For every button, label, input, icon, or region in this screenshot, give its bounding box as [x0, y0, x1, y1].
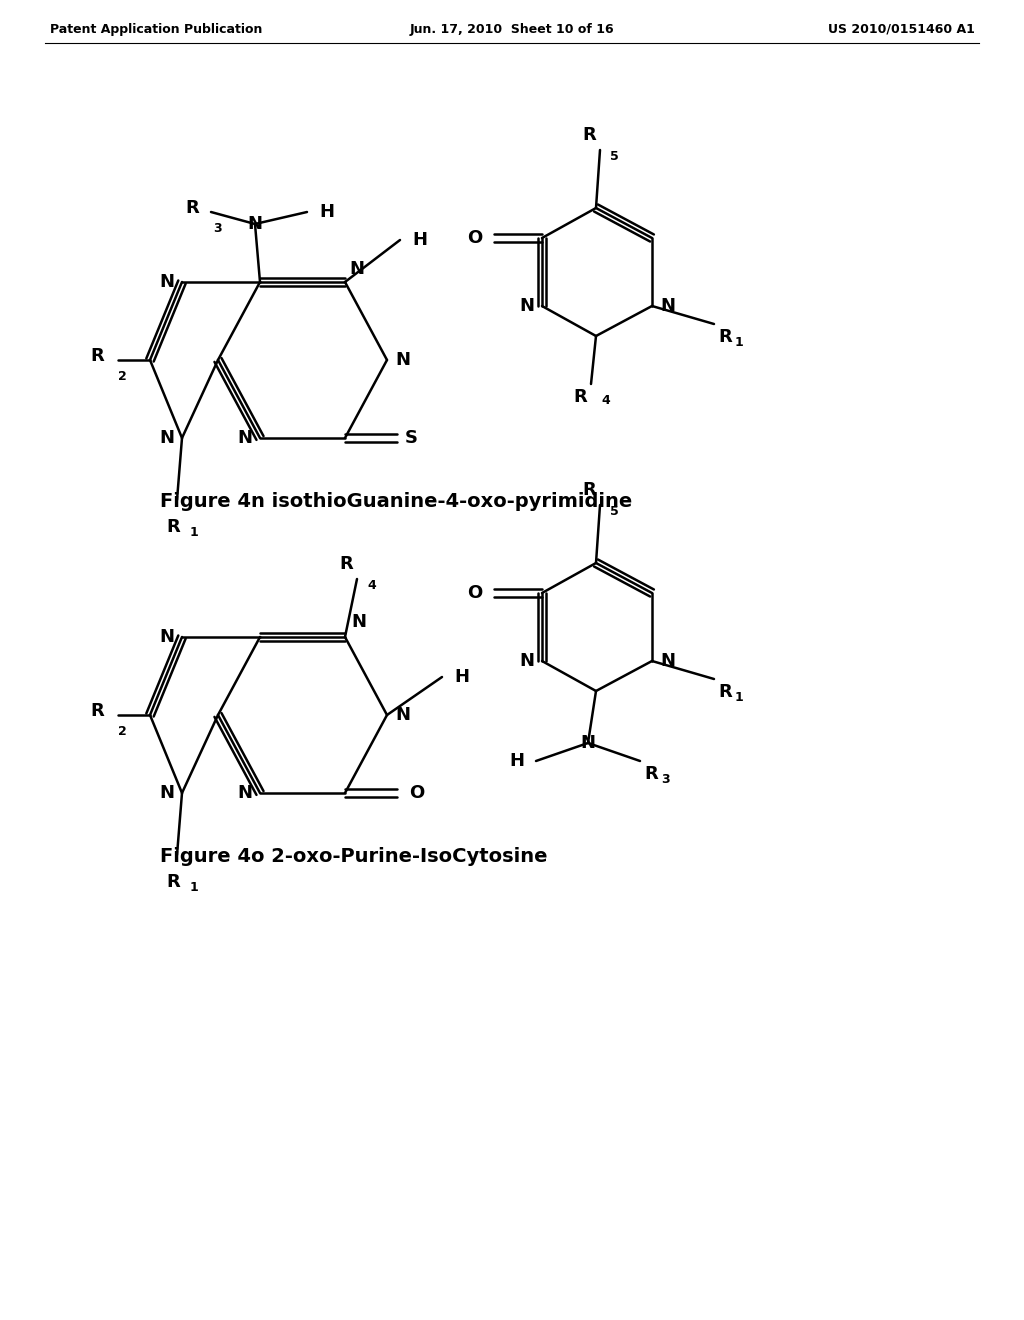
Text: N: N — [237, 429, 252, 447]
Text: N: N — [248, 215, 262, 234]
Text: N: N — [237, 784, 252, 803]
Text: R: R — [90, 347, 104, 366]
Text: R: R — [718, 682, 732, 701]
Text: O: O — [467, 583, 482, 602]
Text: N: N — [519, 297, 534, 315]
Text: 5: 5 — [610, 150, 618, 162]
Text: Patent Application Publication: Patent Application Publication — [50, 22, 262, 36]
Text: R: R — [573, 388, 587, 407]
Text: N: N — [660, 297, 675, 315]
Text: O: O — [467, 228, 482, 247]
Text: O: O — [409, 784, 424, 803]
Text: N: N — [395, 351, 410, 370]
Text: 4: 4 — [367, 579, 376, 591]
Text: N: N — [351, 612, 366, 631]
Text: 1: 1 — [190, 525, 199, 539]
Text: R: R — [583, 480, 596, 499]
Text: R: R — [583, 125, 596, 144]
Text: 4: 4 — [601, 393, 609, 407]
Text: S: S — [406, 429, 418, 447]
Text: N: N — [519, 652, 534, 671]
Text: 1: 1 — [735, 690, 743, 704]
Text: R: R — [339, 554, 353, 573]
Text: Figure 4o 2-oxo-Purine-IsoCytosine: Figure 4o 2-oxo-Purine-IsoCytosine — [160, 847, 548, 866]
Text: N: N — [159, 429, 174, 447]
Text: R: R — [718, 327, 732, 346]
Text: N: N — [395, 706, 410, 723]
Text: 3: 3 — [662, 774, 670, 785]
Text: N: N — [581, 734, 596, 752]
Text: 2: 2 — [118, 370, 127, 383]
Text: R: R — [90, 702, 104, 719]
Text: N: N — [349, 260, 364, 279]
Text: 1: 1 — [735, 337, 743, 348]
Text: 2: 2 — [118, 725, 127, 738]
Text: 5: 5 — [610, 506, 618, 517]
Text: N: N — [159, 628, 174, 645]
Text: N: N — [159, 784, 174, 803]
Text: 3: 3 — [213, 222, 221, 235]
Text: US 2010/0151460 A1: US 2010/0151460 A1 — [828, 22, 975, 36]
Text: R: R — [644, 766, 657, 783]
Text: N: N — [159, 273, 174, 290]
Text: R: R — [185, 199, 199, 216]
Text: H: H — [454, 668, 469, 686]
Text: 1: 1 — [190, 880, 199, 894]
Text: H: H — [509, 752, 524, 770]
Text: R: R — [166, 517, 180, 536]
Text: R: R — [166, 873, 180, 891]
Text: H: H — [319, 203, 334, 220]
Text: H: H — [412, 231, 427, 249]
Text: Jun. 17, 2010  Sheet 10 of 16: Jun. 17, 2010 Sheet 10 of 16 — [410, 22, 614, 36]
Text: Figure 4n isothioGuanine-4-oxo-pyrimidine: Figure 4n isothioGuanine-4-oxo-pyrimidin… — [160, 492, 632, 511]
Text: N: N — [660, 652, 675, 671]
